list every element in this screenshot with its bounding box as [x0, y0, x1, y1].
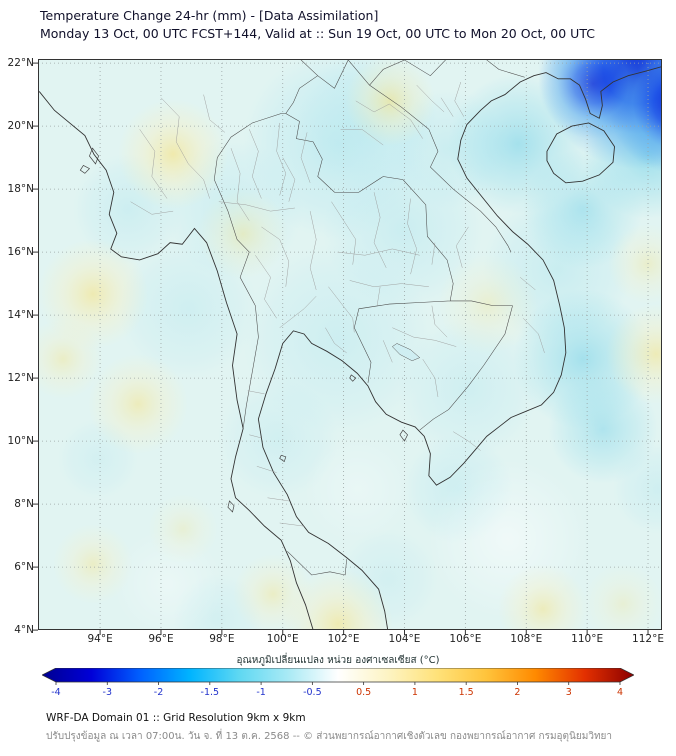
colorbar-tick-label: -1.5 [200, 687, 220, 698]
shading-blob [198, 189, 288, 279]
shading-blob [303, 434, 413, 544]
shading-blob [523, 149, 643, 269]
lat-tick-label: 12°N [7, 372, 34, 385]
shading-blob [148, 494, 218, 564]
province-borders-path [131, 82, 545, 526]
lat-tick-label: 4°N [14, 624, 34, 637]
colorbar-label: อุณหภูมิเปลี่ยนแปลง หน่วย องศาเซลเซียส (… [236, 655, 440, 666]
colorbar-tick-label: -2 [153, 687, 164, 698]
colorbar-tick-label: -4 [51, 687, 61, 698]
map-plot-area [33, 59, 663, 635]
map-frame [38, 59, 662, 630]
lon-tick-label: 104°E [388, 633, 421, 645]
shading-blob [583, 564, 662, 630]
lon-tick-label: 98°E [209, 633, 235, 645]
tonle-sap-lake-path [392, 343, 419, 360]
hainan-island-path [547, 123, 615, 183]
colorbar-tick-label: -1 [256, 687, 266, 698]
temperature-shading-layer [38, 59, 662, 630]
shading-blob [88, 354, 188, 454]
lon-tick-label: 94°E [87, 633, 113, 645]
lat-tick-label: 20°N [7, 120, 34, 133]
colorbar-tick-labels: -4 -3 -2 -1.5 -1 -0.5 0.5 1 1.5 2 3 4 [42, 687, 634, 699]
lon-tick-label: 108°E [510, 633, 543, 645]
shading-blob [118, 99, 228, 209]
shading-blob [233, 554, 313, 630]
colorbar-gradient-bar [41, 667, 635, 683]
colorbar-tick-label: -3 [102, 687, 113, 698]
country-borders-path [214, 60, 524, 575]
lon-tick-label: 112°E [632, 633, 664, 645]
lon-tick-label: 102°E [327, 633, 360, 645]
chart-title: Temperature Change 24-hr (mm) - [Data As… [40, 8, 379, 23]
shading-blob [608, 224, 662, 304]
footer-domain-info: WRF-DA Domain 01 :: Grid Resolution 9km … [46, 712, 306, 724]
colorbar-tick-label: 4 [616, 687, 624, 698]
lat-tick-label: 18°N [7, 183, 34, 196]
lat-tick-label: 10°N [7, 435, 34, 448]
shading-blob [548, 374, 658, 484]
footer-credit: ปรับปรุงข้อมูล ณ เวลา 07:00น. วัน จ. ที่… [46, 731, 613, 742]
coastline-east-path [258, 66, 663, 630]
shading-blob [538, 59, 648, 139]
chart-subtitle: Monday 13 Oct, 00 UTC FCST+144, Valid at… [40, 26, 595, 41]
lat-tick-label: 8°N [14, 498, 34, 511]
shading-blob [606, 304, 662, 404]
colorbar-tick-label: 1.5 [458, 687, 474, 698]
lon-tick-label: 110°E [571, 633, 604, 645]
map-canvas [33, 59, 663, 635]
shading-blob [53, 524, 133, 604]
small-islands-path [80, 148, 407, 512]
lon-tick-label: 106°E [449, 633, 482, 645]
lat-tick-label: 22°N [7, 57, 34, 70]
axis-tick-marks [33, 62, 649, 635]
lat-tick-label: 16°N [7, 246, 34, 259]
colorbar-tick-label: 3 [565, 687, 572, 698]
lat-tick-label: 14°N [7, 309, 34, 322]
colorbar-tick-marks [55, 682, 621, 685]
shading-blob [498, 564, 588, 630]
colorbar-tick-label: 2 [514, 687, 521, 698]
lat-tick-label: 6°N [14, 561, 34, 574]
lon-tick-label: 100°E [266, 633, 299, 645]
colorbar-svg [41, 667, 635, 685]
colorbar-tick-label: -0.5 [303, 687, 322, 698]
shading-blob [438, 254, 538, 354]
colorbar-tick-label: 1 [411, 687, 418, 698]
colorbar-tick-label: 0.5 [356, 687, 372, 698]
colorbar [41, 667, 635, 686]
shading-blob [345, 59, 435, 146]
shading-blob [38, 319, 103, 399]
coastline-west-path [39, 91, 313, 630]
lon-tick-label: 96°E [148, 633, 174, 645]
